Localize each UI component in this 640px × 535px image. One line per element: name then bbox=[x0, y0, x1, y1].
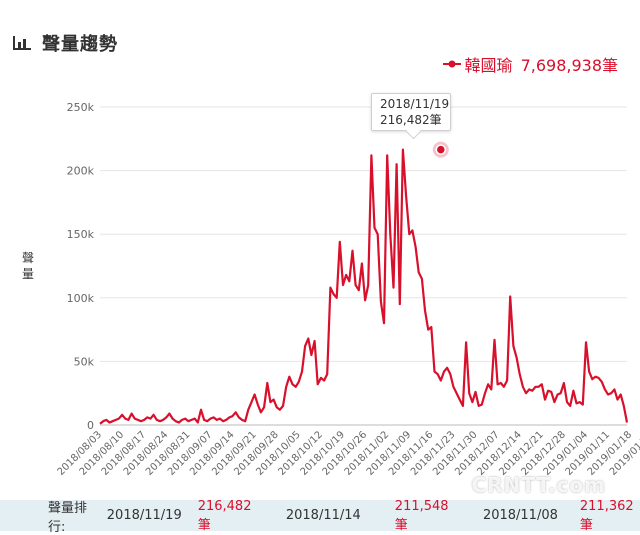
ranking-value-3: 211,362筆 bbox=[579, 498, 634, 533]
y-tick-label: 50k bbox=[74, 355, 95, 368]
ranking-date-2: 2018/11/14 bbox=[285, 508, 361, 523]
y-axis-label: 聲量 bbox=[21, 251, 34, 281]
ranking-value-2: 211,548筆 bbox=[394, 498, 449, 533]
chart-tooltip: 2018/11/19 216,482筆 bbox=[371, 93, 451, 131]
chart-header: 聲量趨勢 bbox=[12, 30, 118, 56]
legend-total: 7,698,938筆 bbox=[520, 56, 618, 75]
ranking-value-1: 216,482筆 bbox=[197, 498, 252, 533]
ranking-date-3: 2018/11/08 bbox=[482, 508, 558, 523]
y-tick-label: 250k bbox=[67, 101, 95, 114]
tooltip-value: 216,482筆 bbox=[380, 113, 442, 127]
legend-marker-icon bbox=[442, 60, 461, 68]
y-tick-label: 200k bbox=[67, 165, 95, 178]
highlight-point bbox=[435, 144, 447, 155]
line-chart[interactable]: 050k100k150k200k250k2018/08/032018/08/10… bbox=[0, 0, 640, 500]
watermark: CRNTT.com bbox=[471, 473, 606, 497]
y-tick-label: 100k bbox=[67, 292, 95, 305]
bar-chart-icon bbox=[13, 36, 31, 50]
series-line-han-kuo-yu bbox=[99, 148, 629, 425]
y-tick-label: 150k bbox=[67, 228, 95, 241]
volume-ranking-bar: 聲量排行: 2018/11/19 216,482筆 2018/11/14 211… bbox=[0, 498, 640, 535]
y-tick-label: 0 bbox=[87, 419, 94, 432]
legend[interactable]: 韓國瑜 7,698,938筆 bbox=[442, 52, 618, 76]
legend-series-name: 韓國瑜 bbox=[464, 56, 513, 75]
chart-title: 聲量趨勢 bbox=[42, 34, 118, 55]
ranking-date-1: 2018/11/19 bbox=[106, 508, 182, 523]
tooltip-date: 2018/11/19 bbox=[380, 97, 450, 111]
ranking-label: 聲量排行: bbox=[48, 500, 88, 535]
